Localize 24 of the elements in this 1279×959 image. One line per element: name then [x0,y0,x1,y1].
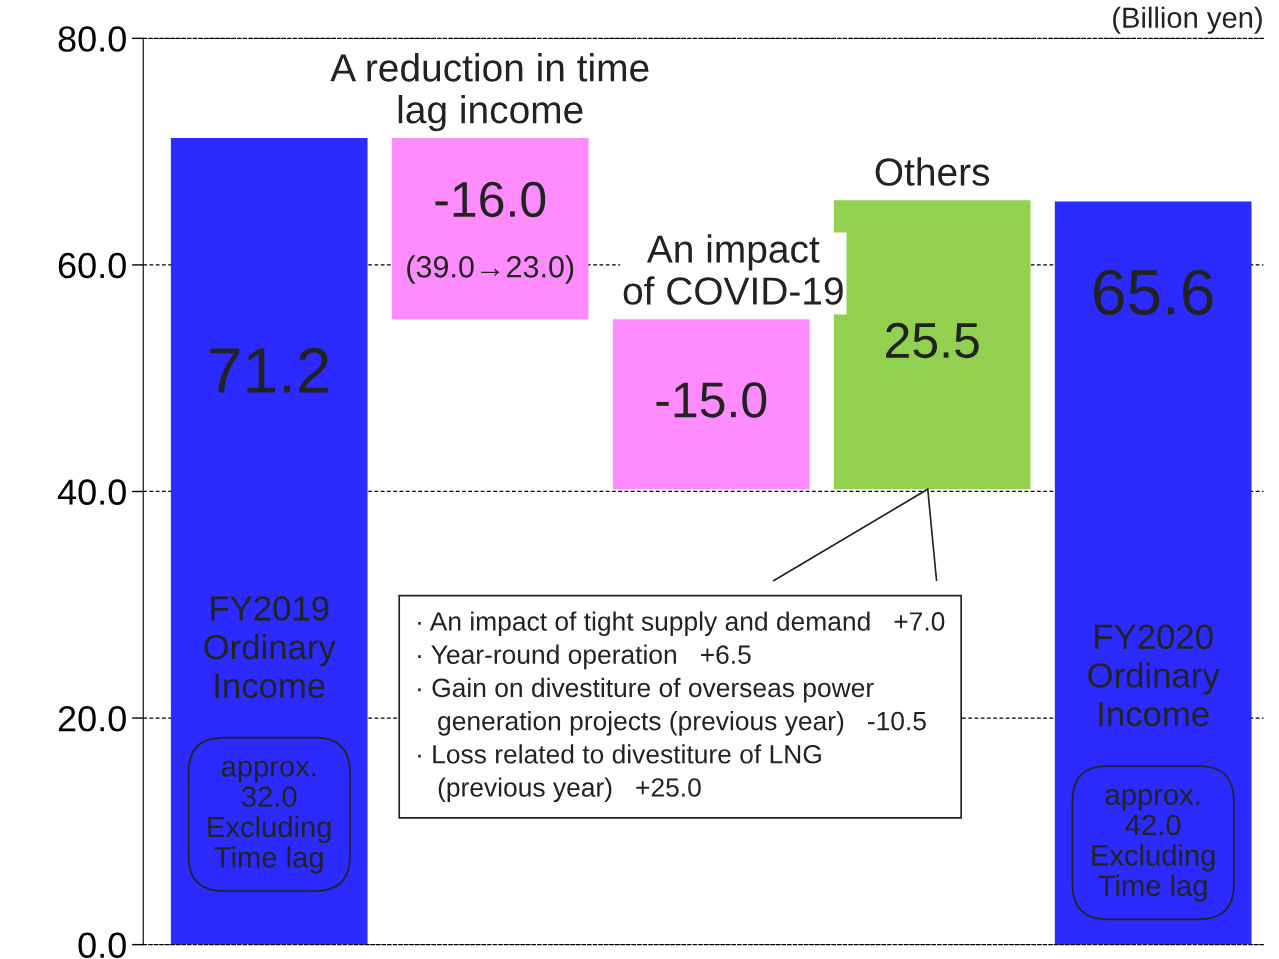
x-tick-label: A reduction in time lag income [330,53,649,132]
bar [391,138,589,320]
x-tick-label: FY2020 Ordinary Income [1088,624,1220,727]
bar [170,138,368,945]
y-tick-label: 20.0 [58,705,126,732]
y-tick-label: 0.0 [78,932,126,959]
annotation: (39.0→23.0) [407,255,574,284]
y-tick-label: 60.0 [58,252,126,279]
x-tick-label: An impact of COVID-19 [623,234,843,305]
data-label: 25.5 [886,322,979,359]
data-label: 65.6 [1094,269,1213,315]
y-tick-label: 80.0 [58,26,126,52]
data-label: -15.0 [656,382,767,418]
data-label: 71.2 [210,347,329,393]
x-tick-label: FY2019 Ordinary Income [204,596,336,699]
y-tick-label: 40.0 [57,479,126,505]
data-label: -16.0 [435,181,546,218]
x-tick-label: Others [875,157,990,186]
bar [1054,201,1252,945]
bar [612,319,810,490]
text: (Billion yen) [1113,6,1262,34]
annotation: approx. 42.0 Excluding Time lag [1092,788,1215,902]
annotation: approx. 32.0 Excluding Time lag [208,760,331,874]
annotation: · An impact of tight supply and demand +7.0 · Year-round operation +6.5 · Gain on divestiture of overseas power generation projects (previous year) -10.5 · Loss related to divestiture of LNG (previous year) +25.0 [418,611,945,803]
